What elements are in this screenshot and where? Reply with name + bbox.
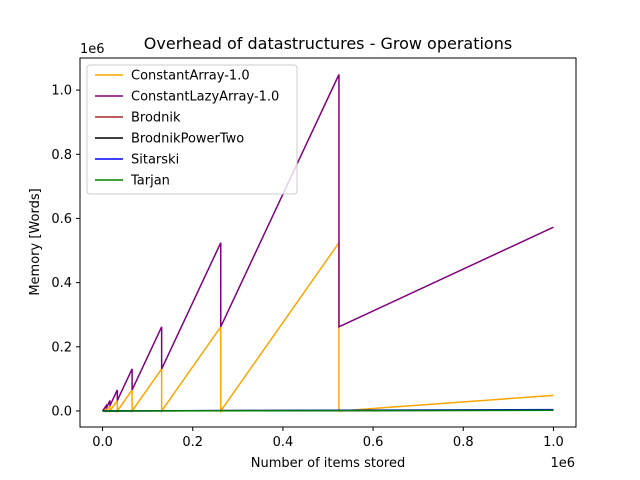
y-tick-label-5: 1.0 [51,84,72,99]
x-tick-label-0: 0.0 [92,435,113,450]
y-tick-label-3: 0.6 [51,212,72,227]
x-tick-label-3: 0.6 [363,435,384,450]
series-layer [101,74,554,414]
y-axis-label: Memory [Words] [28,188,43,295]
y-tick-label-2: 0.4 [51,276,72,291]
legend-label-5: Tarjan [130,174,170,189]
legend-label-2: Brodnik [131,111,181,126]
x-tick-label-5: 1.0 [543,435,564,450]
legend-label-4: Sitarski [131,153,179,168]
ticks-layer: 0.0 0.2 0.4 0.6 0.8 1.0 0.0 0.2 0.4 0.6 0.8 1.0 [51,84,563,450]
series-line-5 [102,409,554,412]
series-line-0 [102,240,554,414]
y-tick-label-0: 0.0 [51,404,72,419]
axes-frame [79,57,577,428]
legend: ConstantArray-1.0 ConstantLazyArray-1.0 Br… [86,64,298,195]
legend-label-3: BrodnikPowerTwo [131,132,244,147]
legend-label-1: ConstantLazyArray-1.0 [131,90,279,105]
legend-box [86,64,298,195]
y-tick-label-1: 0.2 [51,340,72,355]
x-axis-label: Number of items stored [251,456,405,471]
legend-label-0: ConstantArray-1.0 [131,69,250,84]
x-offset-label: 1e6 [550,456,575,471]
x-tick-label-1: 0.2 [182,435,203,450]
series-line-1 [101,74,554,412]
x-tick-label-4: 0.8 [453,435,474,450]
x-tick-label-2: 0.4 [273,435,294,450]
y-offset-label: 1e6 [80,42,105,57]
y-tick-label-4: 0.8 [51,148,72,163]
chart-title: Overhead of datastructures - Grow operat… [144,34,512,53]
